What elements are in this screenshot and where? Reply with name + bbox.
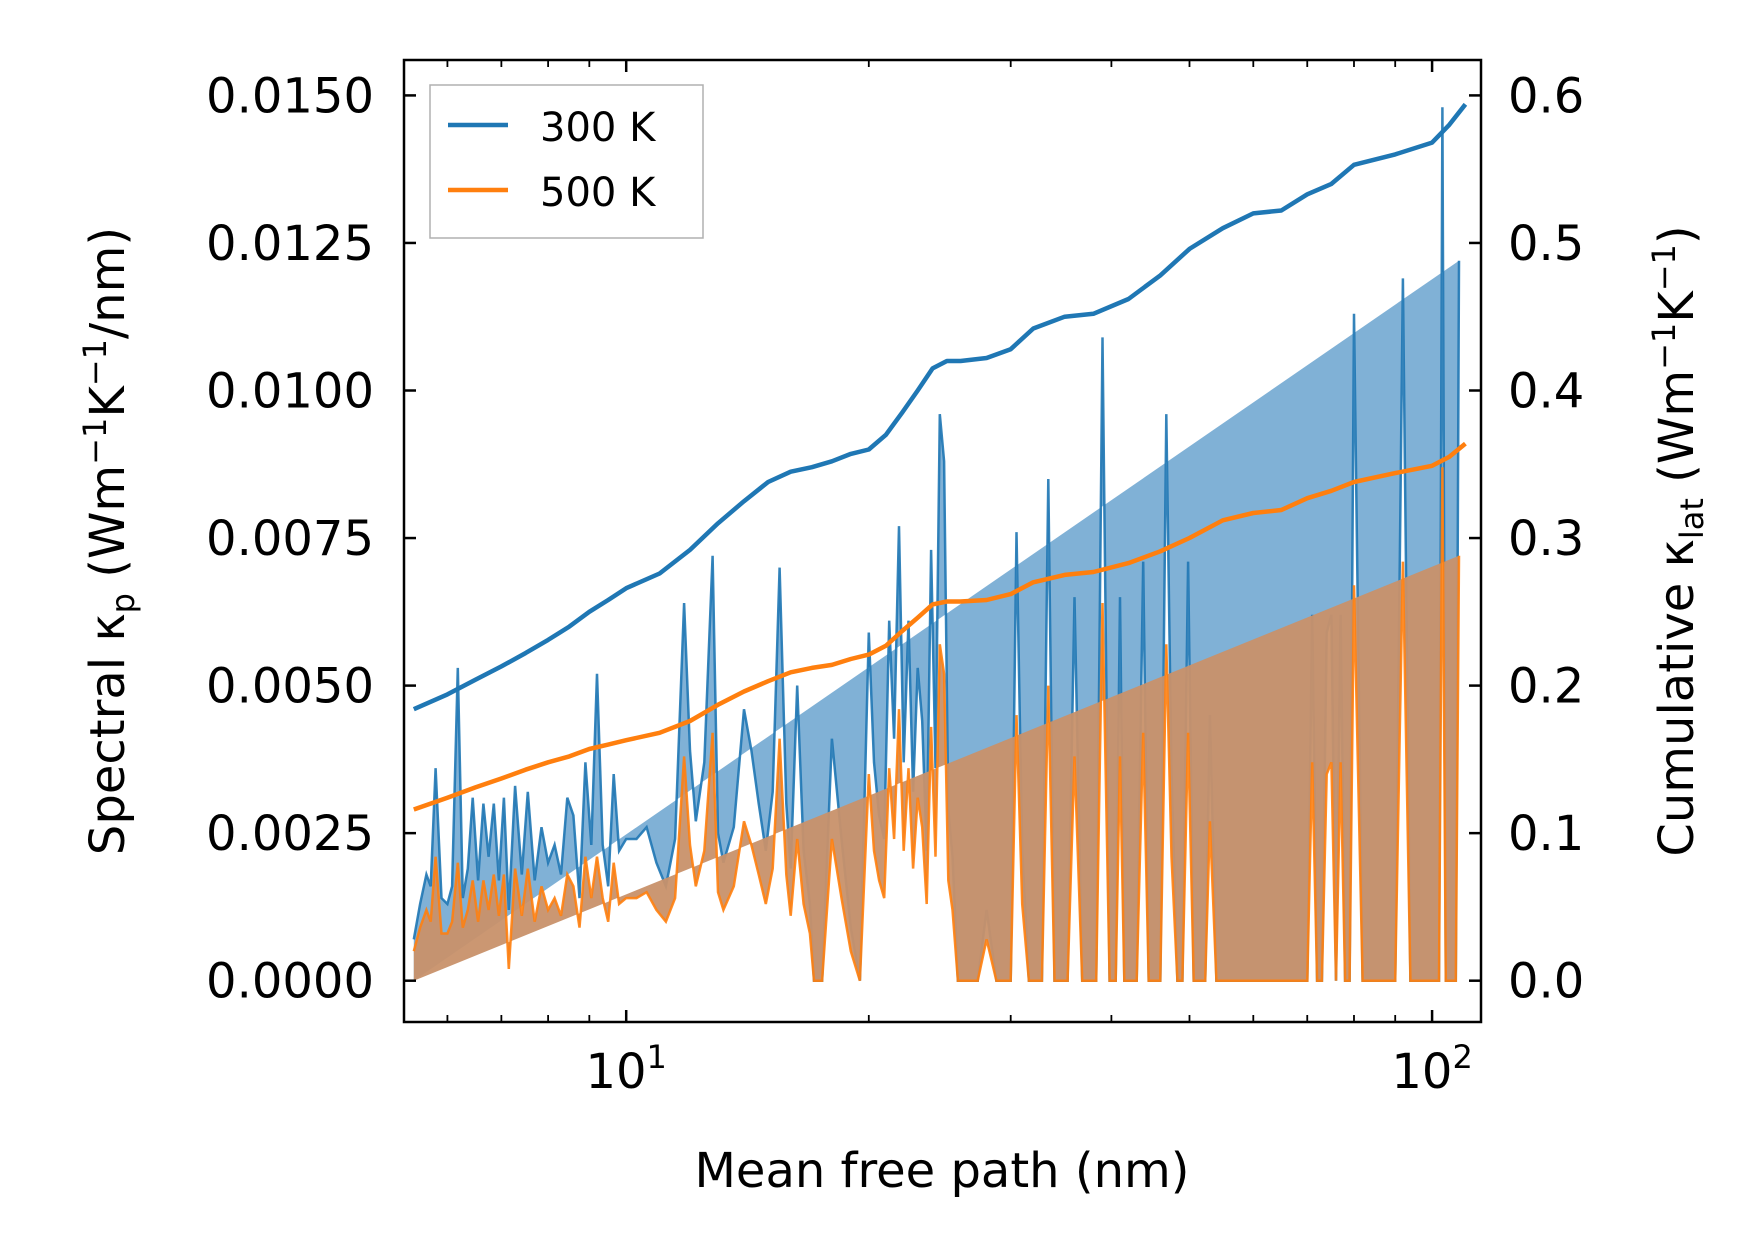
x-tick-label: 102	[1391, 1038, 1472, 1100]
y-left-tick-label: 0.0025	[206, 806, 374, 862]
y-left-tick-label: 0.0000	[206, 954, 374, 1010]
legend-label-500k: 500 K	[540, 170, 657, 216]
y-left-tick-label: 0.0100	[206, 364, 374, 420]
y-axis-label-left: Spectral κp (Wm−1K−1/nm)	[76, 227, 142, 855]
y-right-tick-label: 0.4	[1508, 364, 1584, 420]
legend-label-300k: 300 K	[540, 105, 657, 151]
spectral-area-500k	[413, 467, 1459, 981]
cumulative-line-300k	[412, 102, 1468, 712]
y-right-tick-label: 0.1	[1508, 806, 1584, 862]
x-axis-label: Mean free path (nm)	[695, 1143, 1190, 1199]
y-right-tick-label: 0.5	[1508, 216, 1584, 272]
y-left-tick-label: 0.0150	[206, 68, 374, 124]
y-right-tick-label: 0.2	[1508, 659, 1584, 715]
spectral-area-layer	[412, 107, 1461, 982]
cumulative-line-500k	[413, 441, 1467, 812]
x-tick-label: 101	[585, 1038, 666, 1100]
y-right-tick-label: 0.0	[1508, 954, 1584, 1010]
y-axis-label-right: Cumulative κlat (Wm−1K−1)	[1645, 225, 1711, 856]
y-left-tick-label: 0.0125	[206, 216, 374, 272]
legend-box	[429, 84, 704, 239]
y-left-tick-label: 0.0075	[206, 511, 374, 567]
y-right-tick-label: 0.3	[1508, 511, 1584, 567]
spectral-line-500k	[412, 467, 1461, 982]
y-left-tick-label: 0.0050	[206, 659, 374, 715]
y-right-tick-label: 0.6	[1508, 68, 1584, 124]
axis-ticks: 0.00000.00250.00500.00750.01000.01250.01…	[206, 60, 1584, 1100]
cumulative-line-layer	[412, 102, 1468, 812]
plot-frame	[402, 58, 1483, 1024]
legend: 300 K 500 K	[429, 84, 704, 239]
